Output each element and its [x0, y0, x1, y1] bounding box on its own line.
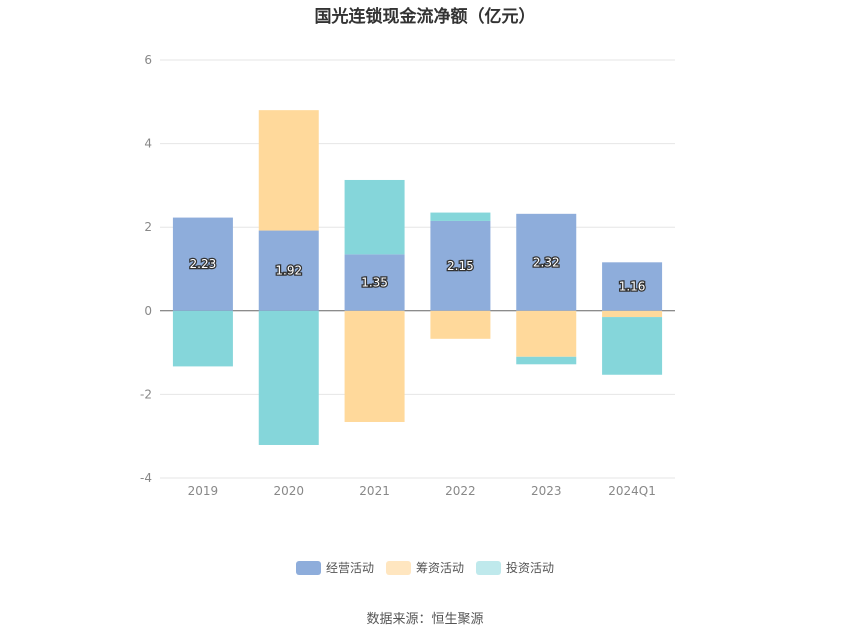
bar-operating-2021: [344, 254, 405, 311]
bar-operating-2020: [258, 230, 319, 311]
y-tick-label: -4: [140, 471, 152, 485]
bar-operating-2023: [516, 213, 577, 311]
data-label-operating: 1.16: [619, 280, 646, 294]
x-tick-label: 2019: [188, 484, 219, 498]
data-label-operating: 2.32: [533, 255, 560, 269]
chart-title: 国光连锁现金流净额（亿元）: [314, 7, 536, 27]
chart-plot: 6 4 2 0 -2 -4 2.23 2019 1.92 2020 1.35 2021 2.15 2022…: [140, 53, 675, 498]
x-tick-label: 2023: [531, 484, 562, 498]
data-label-operating: 1.92: [275, 264, 302, 278]
y-tick-label: 4: [144, 137, 152, 151]
legend-swatch-financing: [385, 560, 411, 575]
x-tick-label: 2021: [359, 484, 390, 498]
bar-investing-2022: [430, 212, 491, 221]
bar-financing-2023: [516, 310, 577, 357]
x-tick-label: 2020: [273, 484, 304, 498]
legend-label-operating: 经营活动: [325, 561, 374, 575]
bar-financing-2021: [344, 310, 405, 422]
legend-item-financing[interactable]: 筹资活动: [385, 559, 464, 576]
bar-investing-2019: [172, 310, 233, 367]
y-tick-label: 0: [144, 304, 152, 318]
data-label-operating: 2.23: [190, 257, 217, 271]
bar-financing-2022: [430, 310, 491, 339]
legend-swatch-investing: [476, 560, 501, 575]
legend-label-financing: 筹资活动: [415, 561, 464, 575]
bar-investing-2021: [344, 179, 405, 255]
chart-legend: 经营活动 筹资活动 投资活动: [0, 559, 850, 576]
bar-financing-2024Q1: [602, 310, 663, 318]
x-tick-label: 2024Q1: [608, 484, 656, 498]
legend-item-operating[interactable]: 经营活动: [295, 559, 374, 576]
data-source-note: 数据来源：恒生聚源: [366, 612, 484, 627]
y-tick-label: -2: [140, 387, 152, 401]
bar-investing-2023: [516, 356, 577, 365]
bar-operating-2024Q1: [602, 262, 663, 311]
legend-label-investing: 投资活动: [506, 561, 555, 575]
bar-operating-2022: [430, 220, 491, 311]
data-label-operating: 2.15: [447, 259, 474, 273]
bar-investing-2024Q1: [602, 317, 663, 375]
legend-swatch-operating: [295, 560, 321, 575]
bar-operating-2019: [172, 217, 233, 311]
data-label-operating: 1.35: [361, 276, 388, 290]
legend-item-investing[interactable]: 投资活动: [476, 559, 554, 576]
bar-investing-2020: [258, 310, 319, 445]
y-tick-label: 6: [144, 53, 152, 67]
x-tick-label: 2022: [445, 484, 476, 498]
bar-financing-2020: [258, 110, 319, 231]
y-tick-label: 2: [144, 220, 152, 234]
